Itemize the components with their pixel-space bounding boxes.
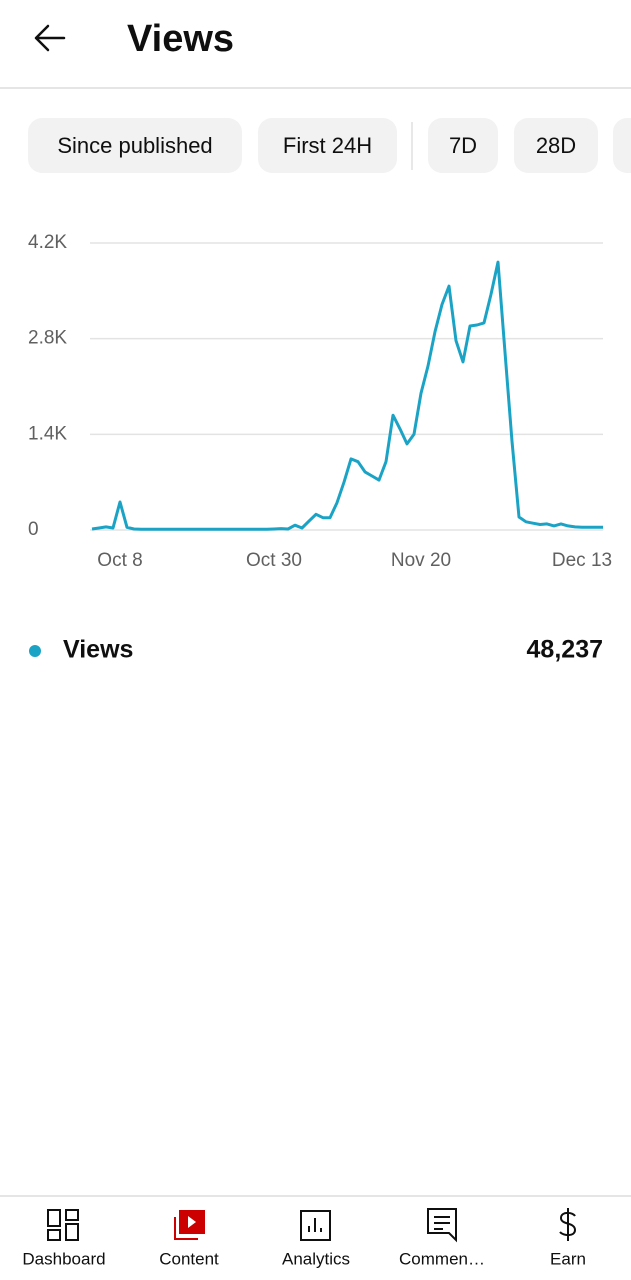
total-views: 48,237 <box>527 636 603 664</box>
tab-background <box>428 118 498 173</box>
nav-label[interactable]: Earn <box>550 1249 586 1268</box>
legend-dot <box>29 645 41 657</box>
y-tick-label: 1.4K <box>28 423 67 444</box>
x-tick-label: Dec 13 <box>552 550 612 571</box>
content-icon <box>174 1210 205 1240</box>
nav-label[interactable]: Content <box>159 1249 219 1268</box>
tab-label: First 24H <box>283 133 372 158</box>
tab-label: 28D <box>536 133 576 158</box>
y-tick-label: 0 <box>28 519 39 540</box>
y-tick-label: 2.8K <box>28 328 67 349</box>
x-tick-label: Nov 20 <box>391 550 451 571</box>
data-line <box>91 260 603 531</box>
tab[interactable]: Since published <box>28 118 242 173</box>
comments-icon <box>427 1208 457 1243</box>
analytics-icon <box>300 1210 331 1241</box>
tab-label: 7D <box>449 133 477 158</box>
nav-label[interactable]: Dashboard <box>22 1249 105 1268</box>
back-button[interactable] <box>34 24 66 52</box>
tab[interactable]: 28D <box>514 118 598 173</box>
x-tick-label: Oct 30 <box>246 550 302 571</box>
nav-label[interactable]: Analytics <box>282 1249 350 1268</box>
legend-label: Views <box>63 636 133 664</box>
tab[interactable]: 7D <box>428 118 498 173</box>
page-title: Views <box>127 18 234 60</box>
tab-background <box>258 118 397 173</box>
back-arrow <box>34 24 66 52</box>
earn-icon <box>559 1208 577 1241</box>
nav-icons <box>47 1208 577 1243</box>
tab-partial[interactable] <box>613 118 631 173</box>
tab-background <box>28 118 242 173</box>
x-tick-label: Oct 8 <box>97 550 142 571</box>
tab-label: Since published <box>57 133 212 158</box>
nav-label[interactable]: Commen… <box>399 1249 485 1268</box>
dashboard-icon <box>47 1209 79 1241</box>
y-tick-label: 4.2K <box>28 232 67 253</box>
tab-background <box>514 118 598 173</box>
tab[interactable]: First 24H <box>258 118 397 173</box>
